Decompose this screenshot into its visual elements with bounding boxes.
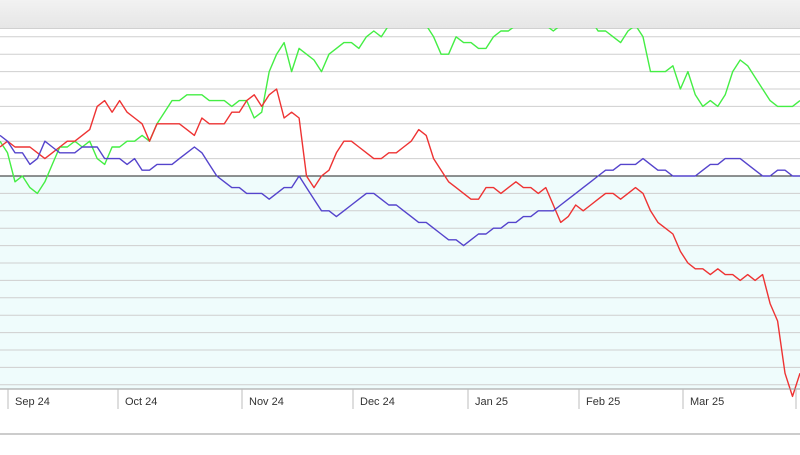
x-tick-label: Sep 24: [15, 396, 50, 408]
series-line-red: [0, 88, 800, 398]
x-tick-label: Jan 25: [475, 396, 508, 408]
below-baseline-area: [0, 176, 800, 389]
line-chart: Sep 24 Oct 24 Nov 24 Dec 24 Jan 25 Feb 25 Mar …: [0, 12, 800, 435]
x-tick-label: Oct 24: [125, 396, 157, 408]
chart-container: Sep 24 Oct 24 Nov 24 Dec 24 Jan 25 Feb 25 Mar …: [0, 12, 800, 450]
x-tick-label: Nov 24: [249, 396, 284, 408]
window-toolbar: [0, 0, 800, 29]
series-line-blue: [0, 134, 800, 247]
x-tick-label: Feb 25: [586, 396, 620, 408]
x-tick-label: Dec 24: [360, 396, 395, 408]
x-axis-ticks: Sep 24 Oct 24 Nov 24 Dec 24 Jan 25 Feb 25 Mar …: [7, 389, 797, 409]
series-line-green: [0, 12, 800, 195]
x-tick-label: Mar 25: [690, 396, 724, 408]
